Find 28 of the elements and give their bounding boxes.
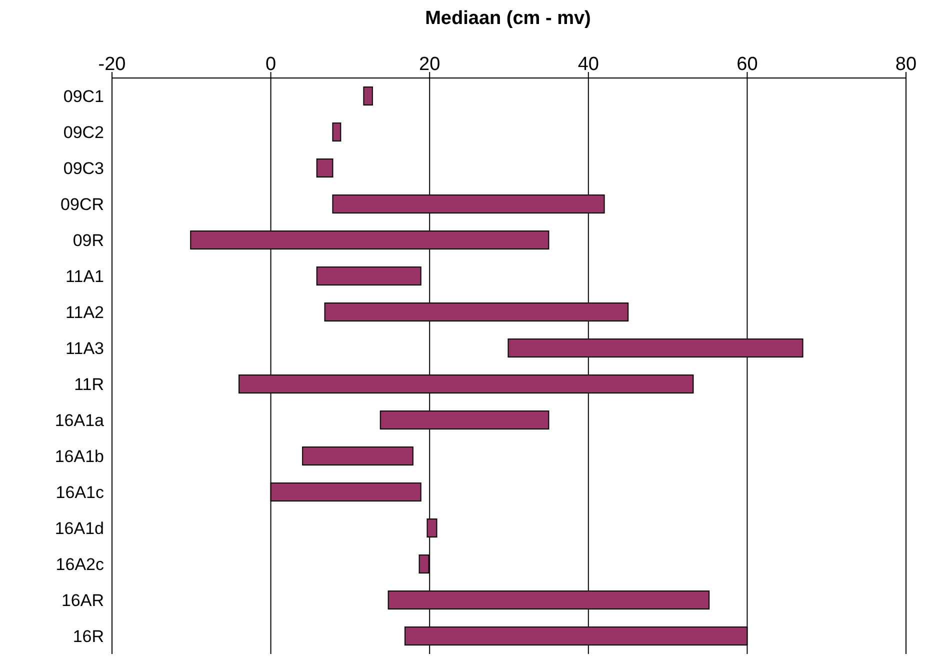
y-tick-label: 16A1c xyxy=(56,483,104,502)
y-tick-label: 09CR xyxy=(60,195,104,214)
y-tick-label: 16AR xyxy=(61,591,104,610)
bar xyxy=(316,266,422,286)
y-tick-label: 16A1b xyxy=(54,447,104,466)
y-tick-label: 09R xyxy=(72,231,104,250)
x-tick-label: 60 xyxy=(736,54,758,75)
x-axis-title: Mediaan (cm - mv) xyxy=(424,8,592,31)
y-tick-label: 11A3 xyxy=(66,339,104,358)
y-tick-label: 11A2 xyxy=(66,303,104,322)
y-tick-label: 16A1a xyxy=(54,411,105,430)
x-tick-label: 80 xyxy=(895,54,917,75)
x-tick-label: 20 xyxy=(419,54,440,75)
bar xyxy=(332,122,342,142)
bar xyxy=(302,446,414,466)
bar xyxy=(316,158,334,178)
y-tick-label: 11R xyxy=(74,375,104,394)
y-tick-label: 16A2c xyxy=(56,555,104,574)
x-tick-label: -20 xyxy=(98,54,126,75)
y-tick-label: 09C2 xyxy=(63,123,104,142)
y-tick-label: 16R xyxy=(72,627,104,646)
x-tick-label: 0 xyxy=(266,54,276,75)
y-tick-label: 16A1d xyxy=(54,519,104,538)
y-tick-label: 09C1 xyxy=(63,87,104,106)
x-tick-label: 40 xyxy=(578,54,599,75)
y-tick-label: 09C3 xyxy=(63,159,104,178)
y-tick-label: 11A1 xyxy=(66,267,104,286)
bar xyxy=(363,86,373,106)
